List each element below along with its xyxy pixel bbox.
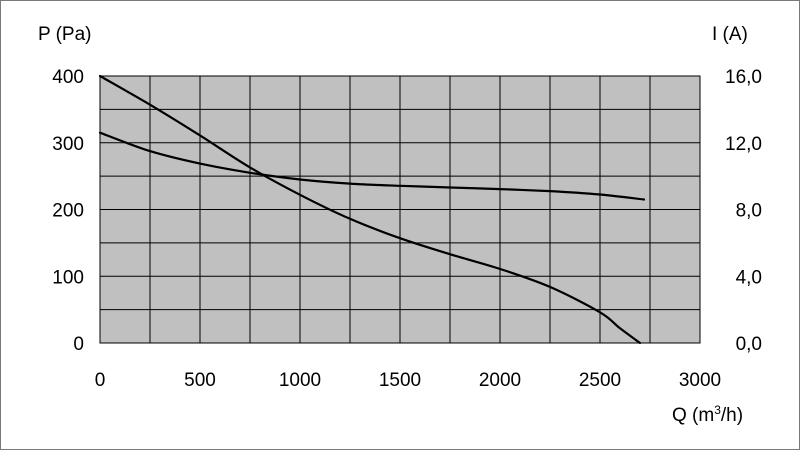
x-axis-label-main: Q (m — [672, 405, 714, 426]
x-tick-label: 1000 — [279, 370, 321, 391]
y-tick-label: 400 — [52, 67, 84, 88]
x-axis-ticks: 0 500 1000 1500 2000 2500 3000 — [95, 370, 721, 391]
x-tick-label: 1500 — [379, 370, 421, 391]
y-tick-label: 300 — [52, 134, 84, 155]
x-tick-label: 2000 — [479, 370, 521, 391]
current-curve-line — [98, 131, 646, 201]
y2-tick-label: 8,0 — [736, 201, 762, 222]
y2-tick-label: 16,0 — [725, 67, 762, 88]
x-tick-label: 0 — [95, 370, 106, 391]
x-tick-label: 500 — [184, 370, 216, 391]
y-tick-label: 200 — [52, 201, 84, 222]
y-axis-label: P (Pa) — [38, 24, 92, 45]
grid-lines — [100, 76, 700, 343]
y-axis-ticks: 0 100 200 300 400 — [52, 67, 84, 355]
x-tick-label: 3000 — [679, 370, 721, 391]
pressure-curve-line — [98, 74, 642, 345]
y-tick-label: 0 — [73, 334, 84, 355]
y2-tick-label: 12,0 — [725, 134, 762, 155]
x-axis-label-tail: /h) — [721, 405, 743, 426]
series-lines — [98, 74, 646, 345]
y2-tick-label: 4,0 — [736, 267, 762, 288]
y2-axis-ticks: 0,0 4,0 8,0 12,0 16,0 — [725, 67, 762, 355]
y2-axis-label: I (A) — [712, 24, 748, 45]
x-axis-label: Q (m3/h) — [672, 403, 743, 426]
y-tick-label: 100 — [52, 267, 84, 288]
y2-tick-label: 0,0 — [736, 334, 762, 355]
x-axis-label-superscript: 3 — [714, 403, 721, 417]
x-tick-label: 2500 — [579, 370, 621, 391]
